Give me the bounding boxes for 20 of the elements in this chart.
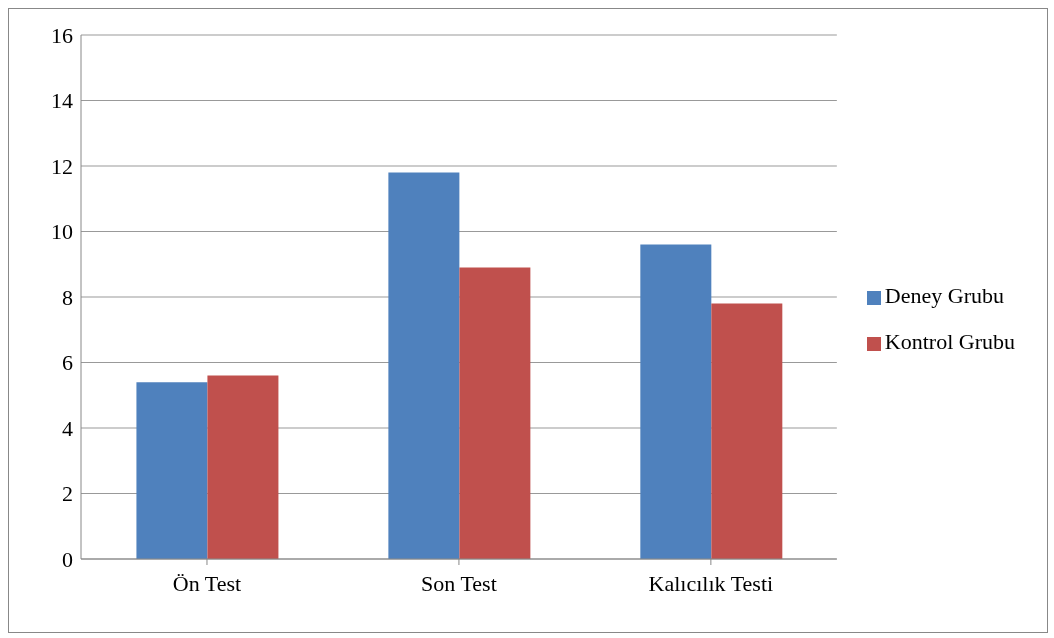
y-tick-label: 4: [62, 415, 73, 441]
bar: [388, 172, 460, 559]
y-tick-label: 0: [62, 546, 73, 572]
y-tick-label: 14: [51, 88, 73, 114]
x-tick-label: Ön Test: [172, 570, 242, 596]
x-tick-label: Son Test: [421, 570, 497, 596]
y-tick-label: 2: [62, 481, 73, 507]
y-tick-label: 8: [62, 284, 73, 310]
bar: [711, 303, 783, 559]
y-tick-label: 16: [51, 22, 73, 48]
y-tick-label: 6: [62, 350, 73, 376]
y-tick-label: 10: [51, 219, 73, 245]
bar: [207, 375, 279, 559]
bar: [459, 267, 531, 559]
y-tick-label: 12: [51, 153, 73, 179]
legend-label: Kontrol Grubu: [884, 329, 1015, 354]
legend-label: Deney Grubu: [884, 283, 1004, 308]
bar: [640, 244, 712, 559]
bar: [136, 382, 208, 559]
x-tick-label: Kalıcılık Testi: [648, 570, 774, 596]
